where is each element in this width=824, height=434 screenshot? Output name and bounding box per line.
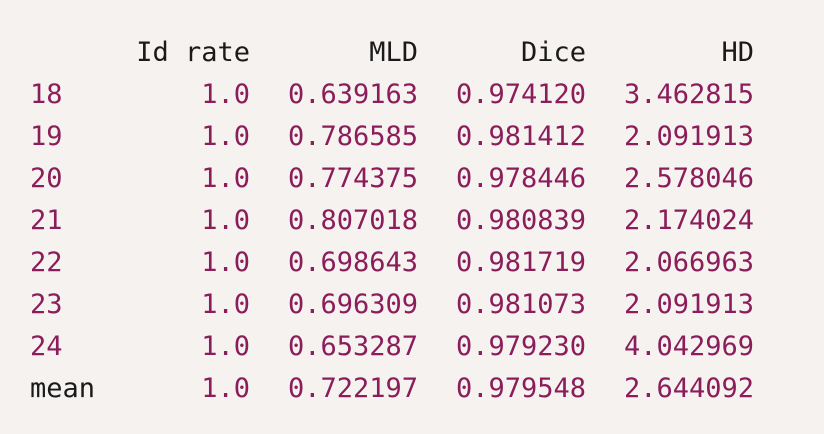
cell-dice: 0.979230 — [455, 331, 586, 362]
cell-dice: 0.981412 — [455, 121, 586, 152]
cell-hd: 4.042969 — [623, 331, 754, 362]
cell-rate: 1.0 — [201, 205, 250, 236]
table-row: 22 1.0 0.698643 0.981719 2.066963 — [30, 242, 754, 284]
header-index — [30, 32, 126, 74]
header-mld: MLD — [369, 37, 418, 68]
table-row-mean: mean 1.0 0.722197 0.979548 2.644092 — [30, 368, 754, 410]
cell-dice: 0.981719 — [455, 247, 586, 278]
cell-hd: 3.462815 — [623, 79, 754, 110]
cell-dice: 0.974120 — [455, 79, 586, 110]
cell-mld: 0.786585 — [287, 121, 418, 152]
cell-hd: 2.066963 — [623, 247, 754, 278]
cell-hd: 2.174024 — [623, 205, 754, 236]
cell-dice: 0.980839 — [455, 205, 586, 236]
cell-mld: 0.653287 — [287, 331, 418, 362]
header-hd: HD — [721, 37, 754, 68]
table-row: 24 1.0 0.653287 0.979230 4.042969 — [30, 326, 754, 368]
cell-dice: 0.978446 — [455, 163, 586, 194]
cell-rate: 1.0 — [201, 163, 250, 194]
row-index: mean — [30, 373, 96, 404]
table-row: 23 1.0 0.696309 0.981073 2.091913 — [30, 284, 754, 326]
row-index: 23 — [30, 289, 63, 320]
cell-rate: 1.0 — [201, 331, 250, 362]
row-index: 19 — [30, 121, 63, 152]
header-dice: Dice — [520, 37, 586, 68]
row-index: 18 — [30, 79, 63, 110]
cell-rate: 1.0 — [201, 121, 250, 152]
table-row: 20 1.0 0.774375 0.978446 2.578046 — [30, 158, 754, 200]
cell-rate: 1.0 — [201, 247, 250, 278]
cell-hd: 2.091913 — [623, 289, 754, 320]
cell-mld: 0.639163 — [287, 79, 418, 110]
header-row: Id rate MLD Dice HD — [30, 32, 754, 74]
results-table: Id rate MLD Dice HD 18 1.0 0.639163 0.97… — [30, 32, 754, 410]
row-index: 24 — [30, 331, 63, 362]
table-row: 21 1.0 0.807018 0.980839 2.174024 — [30, 200, 754, 242]
cell-rate: 1.0 — [201, 289, 250, 320]
cell-mld: 0.722197 — [287, 373, 418, 404]
cell-rate: 1.0 — [201, 373, 250, 404]
cell-dice: 0.981073 — [455, 289, 586, 320]
cell-rate: 1.0 — [201, 79, 250, 110]
cell-mld: 0.696309 — [287, 289, 418, 320]
cell-hd: 2.091913 — [623, 121, 754, 152]
cell-mld: 0.807018 — [287, 205, 418, 236]
row-index: 22 — [30, 247, 63, 278]
row-index: 21 — [30, 205, 63, 236]
header-rate: Id rate — [136, 37, 250, 68]
cell-mld: 0.698643 — [287, 247, 418, 278]
cell-hd: 2.644092 — [623, 373, 754, 404]
cell-mld: 0.774375 — [287, 163, 418, 194]
cell-dice: 0.979548 — [455, 373, 586, 404]
table-row: 18 1.0 0.639163 0.974120 3.462815 — [30, 74, 754, 116]
cell-hd: 2.578046 — [623, 163, 754, 194]
table-row: 19 1.0 0.786585 0.981412 2.091913 — [30, 116, 754, 158]
row-index: 20 — [30, 163, 63, 194]
